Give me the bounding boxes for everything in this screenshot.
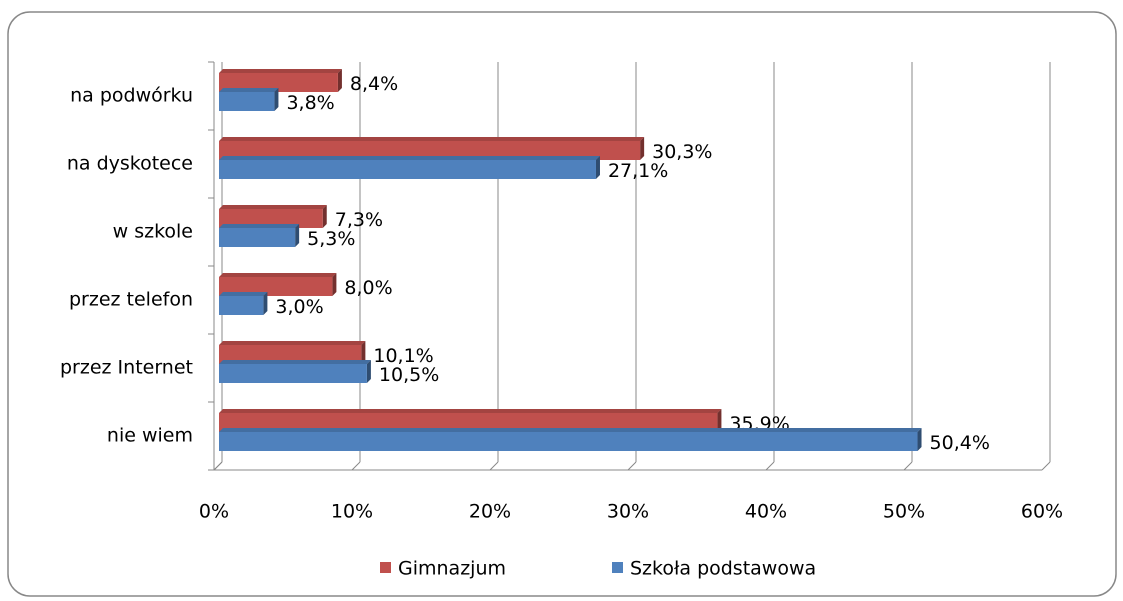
bar: [219, 160, 596, 179]
data-label: 3,8%: [286, 92, 334, 114]
bar-side: [917, 428, 922, 451]
bar-side: [263, 292, 268, 315]
bar-top: [219, 137, 645, 141]
grid-line-floor: [1041, 461, 1051, 471]
bar: [219, 296, 264, 315]
grid-line-floor: [489, 461, 499, 471]
bar-top: [219, 341, 366, 345]
data-label: 8,4%: [350, 73, 398, 95]
y-tick-label: w szkole: [113, 221, 193, 243]
bar-top: [219, 273, 337, 277]
bar-side: [640, 137, 645, 160]
y-tick-label: przez Internet: [60, 357, 193, 379]
grid-line-floor: [903, 461, 913, 471]
x-tick-label: 20%: [469, 501, 511, 523]
x-tick-label: 0%: [199, 501, 229, 523]
bar-top: [219, 360, 371, 364]
grid-line-floor: [351, 461, 361, 471]
y-tick-label: na dyskotece: [67, 153, 193, 175]
grid-line-floor: [213, 461, 223, 471]
y-tick-label: nie wiem: [107, 425, 193, 447]
bar: [219, 277, 333, 296]
x-tick-label: 10%: [331, 501, 373, 523]
y-tick-label: na podwórku: [70, 85, 193, 107]
bar: [219, 364, 367, 383]
legend-swatch: [380, 562, 391, 573]
x-tick-label: 50%: [883, 501, 925, 523]
bar-side: [322, 205, 327, 228]
bar-top: [219, 205, 327, 209]
legend-label: Gimnazjum: [398, 558, 506, 580]
grid-line-floor: [627, 461, 637, 471]
y-tick-label: przez telefon: [69, 289, 193, 311]
data-label: 3,0%: [275, 296, 323, 318]
bar: [219, 73, 338, 92]
legend-label: Szkoła podstawowa: [630, 558, 816, 580]
bar-top: [219, 428, 922, 432]
bar-top: [219, 409, 722, 413]
x-tick-label: 30%: [607, 501, 649, 523]
legend-swatch: [612, 562, 623, 573]
bar-side: [717, 409, 722, 432]
bar-top: [219, 156, 600, 160]
bar: [219, 141, 641, 160]
bar-side: [361, 341, 366, 364]
data-label: 50,4%: [930, 432, 990, 454]
bar-top: [219, 292, 268, 296]
bar-side: [295, 224, 300, 247]
x-tick-label: 60%: [1021, 501, 1063, 523]
bar: [219, 228, 296, 247]
x-tick-label: 40%: [745, 501, 787, 523]
bar: [219, 92, 275, 111]
bar-side: [274, 88, 279, 111]
bar-side: [366, 360, 371, 383]
data-label: 30,3%: [652, 141, 712, 163]
data-label: 8,0%: [344, 277, 392, 299]
bar: [219, 432, 918, 451]
data-label: 10,1%: [373, 345, 433, 367]
bar: [219, 413, 718, 432]
bar-side: [595, 156, 600, 179]
bar-top: [219, 88, 279, 92]
bar-side: [337, 69, 342, 92]
bar-top: [219, 69, 342, 73]
bar: [219, 209, 323, 228]
bar-side: [332, 273, 337, 296]
grid-line-floor: [765, 461, 775, 471]
data-label: 27,1%: [608, 160, 668, 182]
data-label: 5,3%: [307, 228, 355, 250]
bar: [219, 345, 362, 364]
bar-top: [219, 224, 300, 228]
data-label: 7,3%: [335, 209, 383, 231]
data-label: 10,5%: [379, 364, 439, 386]
